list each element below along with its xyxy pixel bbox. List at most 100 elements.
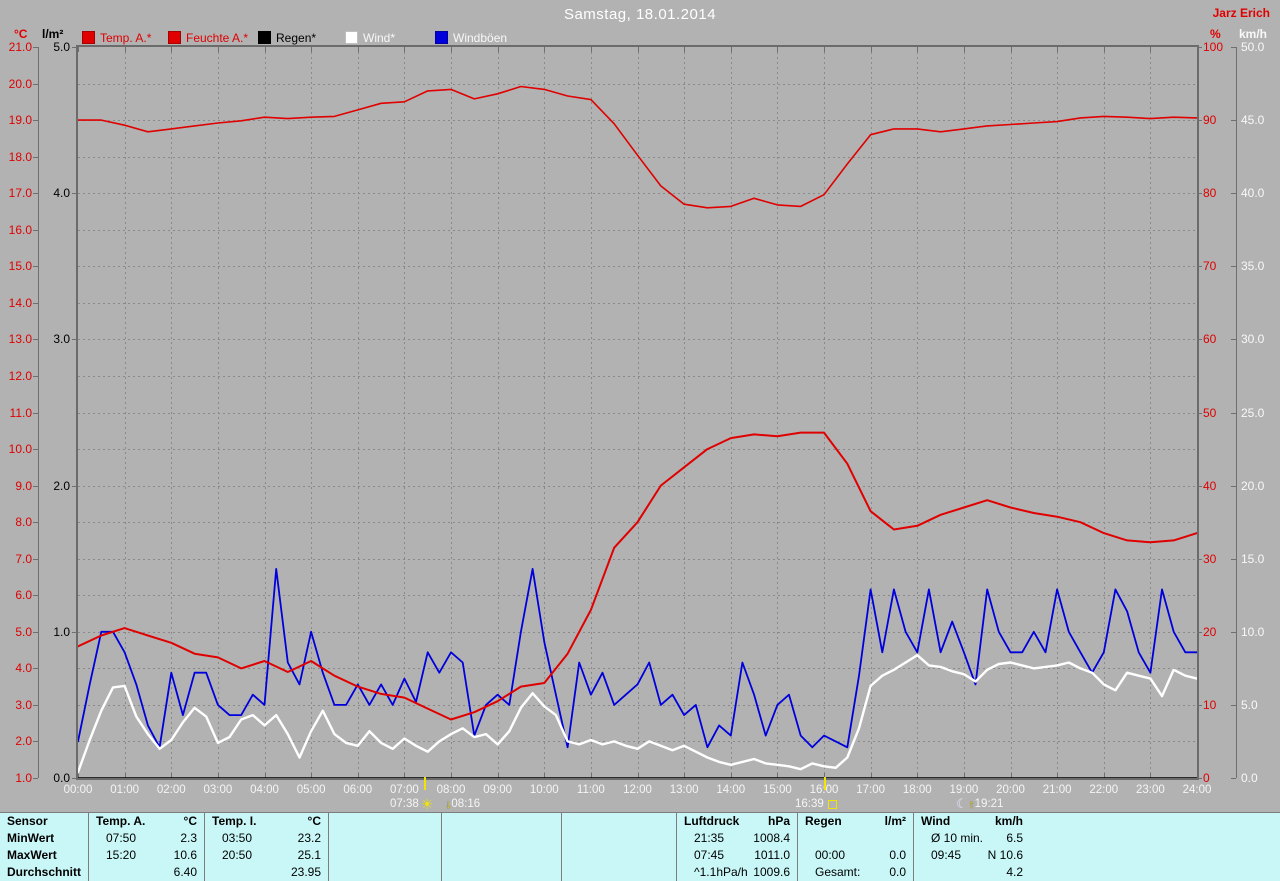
celsius-tick-label: 17.0 [8,186,32,201]
moonrise-time-label: 19:21 [974,798,1004,810]
celsius-tick-mark [33,412,38,414]
celsius-tick-mark [33,156,38,158]
percent-tick-mark [1197,778,1202,779]
percent-tick-label: 70 [1203,259,1217,274]
table-header-row [1030,813,1280,830]
kmh-tick-label: 30.0 [1241,332,1265,347]
percent-tick-label: 30 [1203,551,1217,566]
celsius-tick-mark [33,266,38,268]
table-cell: 1009.6 [753,865,790,879]
x-axis-label: 05:00 [296,784,326,796]
series-temp [78,431,1197,721]
celsius-tick-label: 9.0 [15,478,32,493]
table-cell: 25.1 [297,848,321,862]
kmh-unit-label: km/h [1239,27,1268,41]
table-row: 09:45 N 10.6 [914,847,1030,864]
regen-swatch-icon [258,31,271,44]
table-cell: N 10.6 [987,848,1023,862]
x-axis-label: 02:00 [156,784,186,796]
table-column-luftdruck: Luftdruck hPa 21:35 1008.4 07:45 1011.0 ^1.1hP… [676,813,797,881]
x-axis-label: 03:00 [203,784,233,796]
celsius-tick-mark [33,668,38,670]
percent-tick-mark [1197,412,1202,414]
x-axis-label: 20:00 [996,784,1025,796]
table-row: 4.2 [914,864,1030,881]
table-column-empty-8 [1030,813,1280,881]
celsius-tick-label: 2.0 [15,734,32,749]
celsius-tick-label: 13.0 [8,332,32,347]
moonrise-marker: ☾ ↑ 19:21 [956,797,1003,811]
celsius-axis-line [38,47,39,778]
table-column-name: Luftdruck [684,814,740,828]
table-row [562,864,676,881]
table-column-unit: km/h [994,814,1023,828]
kmh-tick-label: 40.0 [1241,186,1265,201]
table-cell: 2.3 [180,831,197,845]
table-header-cell: Sensor [7,814,48,828]
x-axis-label: 16:00 [809,784,839,796]
station-owner-label: Jarz Erich [1212,6,1270,20]
percent-tick-label: 50 [1203,405,1217,420]
table-cell: 0.0 [889,865,906,879]
table-cell: 1011.0 [754,848,790,862]
kmh-axis-line [1236,47,1237,778]
legend-item-boeen[interactable]: Windböen [435,31,507,45]
percent-tick-label: 20 [1203,624,1217,639]
rain-tick-mark [72,47,77,48]
wind-swatch-icon [345,31,358,44]
chart-plot-area[interactable] [76,45,1199,780]
percent-tick-mark [1197,485,1202,487]
table-cell [569,830,579,847]
percent-tick-mark [1197,704,1202,706]
x-axis-label: 08:00 [436,784,466,796]
legend-item-feuchte[interactable]: Feuchte A.* [168,31,248,45]
table-header-row [329,813,441,830]
percent-tick-mark [1197,339,1202,341]
table-row: ^1.1hPa/h 1009.6 [677,864,797,881]
percent-tick-label: 60 [1203,332,1217,347]
table-cell [336,830,346,847]
percent-tick-label: 90 [1203,113,1217,128]
celsius-tick-mark [33,778,38,779]
celsius-tick-mark [33,47,38,48]
legend-item-regen[interactable]: Regen* [258,31,316,45]
table-header-row: Temp. A. °C [89,813,204,830]
table-column-temp-a-: Temp. A. °C 07:50 2.3 15:20 10.6 6.40 [88,813,204,881]
kmh-tick-label: 50.0 [1241,40,1265,54]
table-row: 23.95 [205,864,328,881]
kmh-tick-label: 35.0 [1241,259,1265,274]
percent-tick-mark [1197,47,1202,48]
table-cell [569,847,579,864]
celsius-tick-mark [33,595,38,597]
rain-tick-label: 3.0 [53,332,70,347]
table-cell: 10.6 [173,848,197,862]
celsius-tick-mark [33,339,38,341]
x-axis-label: 23:00 [1135,784,1165,796]
celsius-tick-label: 1.0 [15,771,32,785]
table-cell: 20:50 [222,848,253,862]
table-cell [1037,847,1047,864]
rain-unit-label: l/m² [42,27,64,41]
moonset-time-label: 08:16 [451,798,481,810]
table-column-unit: °C [183,814,197,828]
table-row [1030,830,1280,847]
celsius-tick-label: 8.0 [15,515,32,530]
legend-item-wind[interactable]: Wind* [345,31,395,45]
table-row: 15:20 10.6 [89,847,204,864]
table-row [329,847,441,864]
series-feuchte [78,85,1197,209]
table-cell [449,864,459,881]
table-header-row: Wind km/h [914,813,1030,830]
sun-icon: ☀ [420,796,434,812]
table-row: 00:00 0.0 [798,847,913,864]
legend-item-temp[interactable]: Temp. A.* [82,31,151,45]
table-row [1030,847,1280,864]
table-column-name: Wind [921,814,951,828]
x-axis-label: 11:00 [576,784,605,796]
celsius-tick-label: 5.0 [15,624,32,639]
table-cell [1037,830,1047,847]
celsius-tick-mark [33,375,38,377]
feuchte-swatch-icon [168,31,181,44]
table-row [1030,864,1280,881]
